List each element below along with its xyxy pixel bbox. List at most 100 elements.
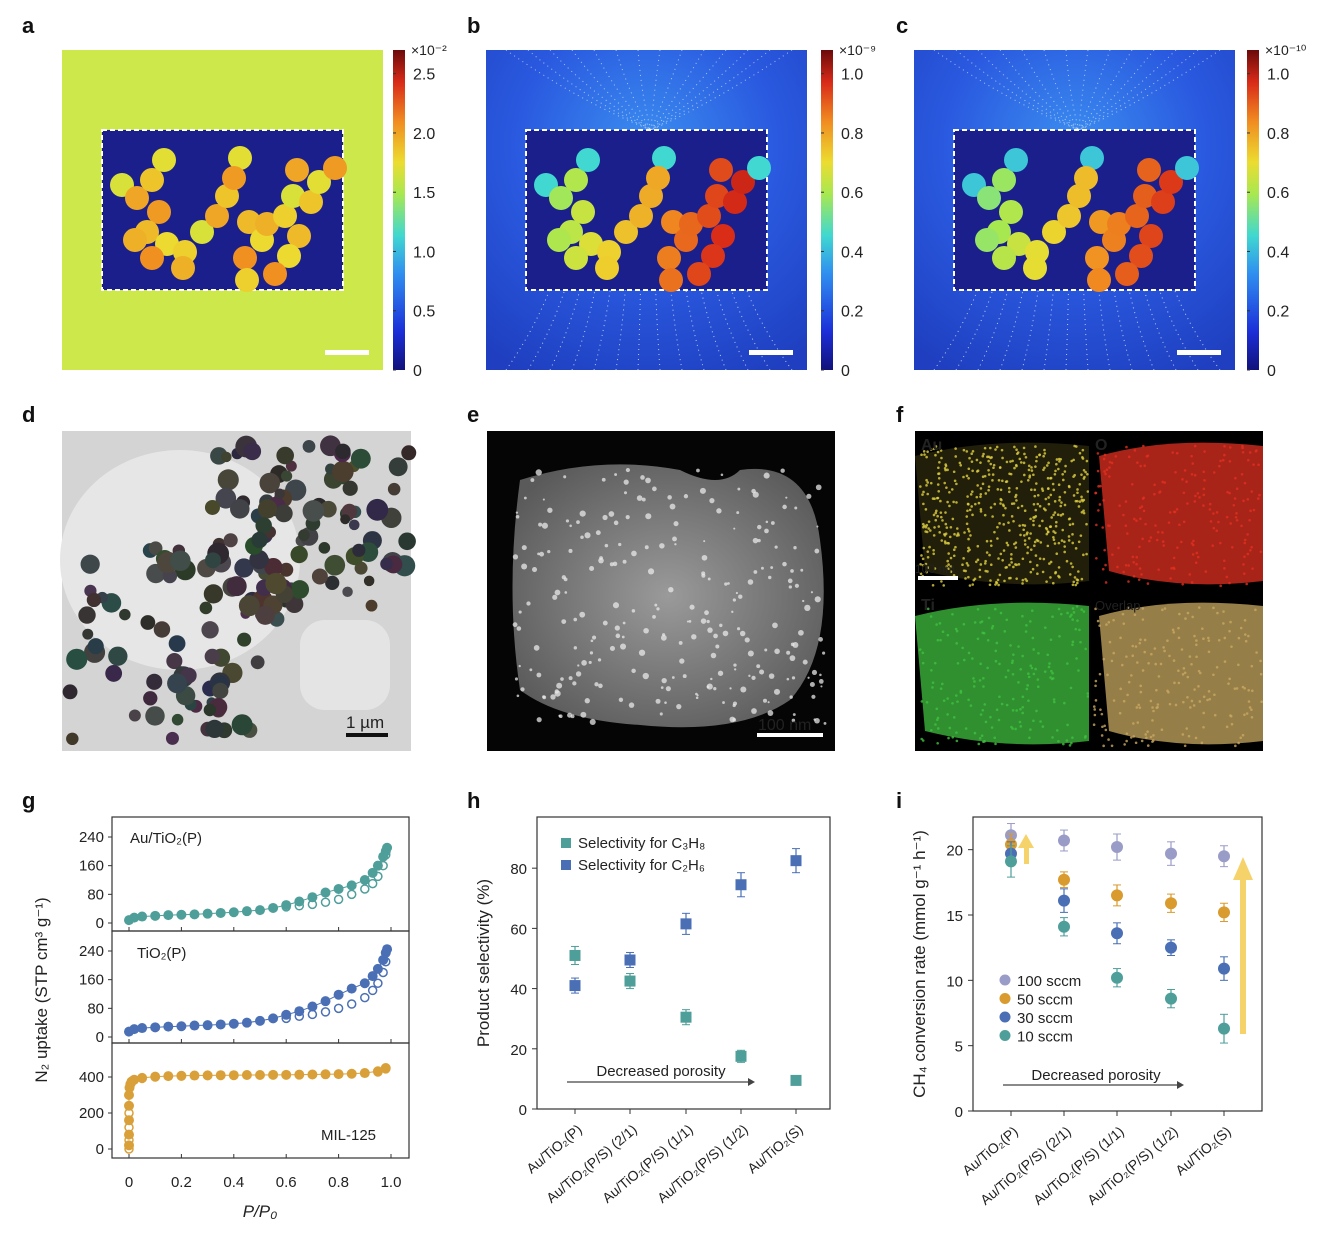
map-label: O bbox=[1095, 437, 1107, 454]
signal-dot bbox=[1202, 725, 1205, 729]
signal-dot bbox=[1162, 544, 1166, 547]
signal-dot bbox=[1015, 486, 1019, 490]
colorbar-tick-label: 0 bbox=[413, 363, 422, 380]
signal-dot bbox=[1131, 654, 1135, 658]
signal-dot bbox=[1243, 538, 1247, 542]
signal-dot bbox=[987, 468, 990, 472]
signal-dot bbox=[1043, 452, 1047, 455]
signal-dot bbox=[975, 560, 978, 564]
particle bbox=[1137, 158, 1161, 182]
signal-dot bbox=[1082, 509, 1085, 513]
au-nanoparticle bbox=[668, 587, 674, 593]
signal-dot bbox=[1010, 502, 1014, 506]
signal-dot bbox=[1149, 699, 1153, 703]
signal-dot bbox=[1074, 627, 1078, 631]
signal-dot bbox=[1029, 728, 1032, 731]
au-nanoparticle bbox=[631, 550, 637, 557]
signal-dot bbox=[1152, 734, 1155, 737]
au-nanoparticle bbox=[575, 671, 582, 677]
au-nanoparticle bbox=[732, 718, 737, 722]
signal-dot bbox=[1258, 493, 1261, 497]
signal-dot bbox=[1018, 524, 1021, 527]
field-line bbox=[1078, 49, 1199, 131]
colorbar-tick-label: 0.2 bbox=[1267, 304, 1289, 321]
signal-dot bbox=[947, 736, 950, 740]
scale-bar-label: 100 nm bbox=[915, 562, 955, 576]
signal-dot bbox=[1101, 725, 1104, 729]
signal-dot bbox=[1107, 524, 1110, 527]
y-tick-label: 0 bbox=[519, 1102, 527, 1119]
particle-cluster bbox=[237, 632, 252, 647]
au-nanoparticle bbox=[526, 601, 531, 606]
signal-dot bbox=[1148, 539, 1151, 543]
adsorption-point bbox=[255, 1070, 265, 1081]
adsorption-point bbox=[294, 1006, 305, 1017]
scale-bar bbox=[346, 733, 388, 737]
desorption-point bbox=[307, 1009, 318, 1020]
signal-dot bbox=[1063, 491, 1067, 494]
au-nanoparticle bbox=[561, 619, 567, 624]
data-point bbox=[1111, 841, 1123, 854]
au-nanoparticle bbox=[811, 669, 818, 676]
signal-dot bbox=[1043, 466, 1046, 470]
au-nanoparticle bbox=[794, 583, 799, 588]
signal-dot bbox=[1235, 512, 1238, 515]
particle bbox=[1115, 262, 1139, 286]
au-nanoparticle bbox=[567, 712, 573, 718]
signal-dot bbox=[1181, 582, 1184, 586]
signal-dot bbox=[1181, 478, 1184, 481]
signal-dot bbox=[1204, 570, 1208, 573]
signal-dot bbox=[1193, 444, 1197, 448]
colorbar bbox=[1247, 50, 1259, 370]
signal-dot bbox=[994, 448, 997, 451]
signal-dot bbox=[1061, 512, 1065, 516]
signal-dot bbox=[1082, 511, 1086, 515]
particle-cluster bbox=[335, 443, 351, 460]
signal-dot bbox=[1182, 520, 1186, 524]
au-nanoparticle bbox=[618, 542, 622, 547]
signal-dot bbox=[1156, 705, 1159, 709]
signal-dot bbox=[1255, 651, 1258, 654]
particle-cluster bbox=[140, 615, 156, 630]
signal-dot bbox=[934, 511, 938, 515]
adsorption-point bbox=[215, 1070, 226, 1081]
signal-dot bbox=[989, 446, 992, 450]
signal-dot bbox=[949, 556, 953, 560]
signal-dot bbox=[939, 499, 942, 503]
signal-dot bbox=[955, 482, 958, 486]
au-nanoparticle bbox=[588, 660, 592, 665]
signal-dot bbox=[1138, 641, 1142, 645]
au-nanoparticle bbox=[689, 604, 695, 610]
au-nanoparticle bbox=[810, 591, 814, 594]
signal-dot bbox=[921, 661, 925, 665]
signal-dot bbox=[1042, 468, 1045, 472]
signal-dot bbox=[1141, 497, 1145, 500]
au-nanoparticle bbox=[643, 627, 649, 634]
signal-dot bbox=[1202, 695, 1206, 699]
signal-dot bbox=[966, 527, 970, 531]
colorbar-tick-label: 0 bbox=[1267, 363, 1276, 380]
signal-dot bbox=[978, 575, 982, 579]
x-tick-label: 0.6 bbox=[276, 1174, 297, 1191]
signal-dot bbox=[1233, 687, 1237, 690]
signal-dot bbox=[923, 453, 926, 456]
au-nanoparticle bbox=[701, 573, 706, 578]
signal-dot bbox=[1168, 702, 1172, 706]
map-label: Ti bbox=[921, 597, 935, 614]
signal-dot bbox=[1059, 514, 1063, 517]
signal-dot bbox=[928, 545, 931, 549]
signal-dot bbox=[1188, 573, 1192, 576]
signal-dot bbox=[1251, 689, 1254, 693]
signal-dot bbox=[1202, 470, 1206, 474]
au-nanoparticle bbox=[822, 651, 826, 655]
au-nanoparticle bbox=[733, 663, 737, 667]
signal-dot bbox=[1049, 576, 1052, 579]
signal-dot bbox=[1139, 517, 1142, 521]
scale-bar-label: 1 µm bbox=[346, 713, 384, 732]
y-tick-label: 0 bbox=[955, 1104, 963, 1121]
adsorption-point bbox=[228, 907, 239, 918]
au-nanoparticle bbox=[589, 718, 596, 725]
signal-dot bbox=[922, 502, 925, 506]
signal-dot bbox=[1229, 714, 1232, 717]
signal-dot bbox=[979, 507, 983, 511]
